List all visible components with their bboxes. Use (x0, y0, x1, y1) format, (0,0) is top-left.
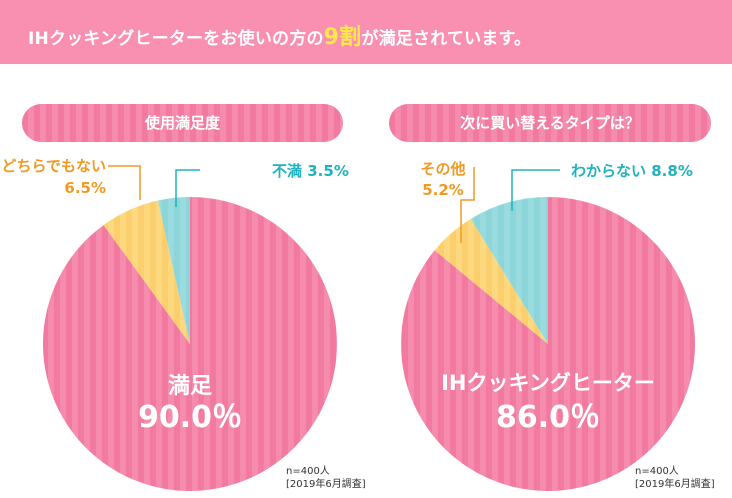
chart2-title-pill: 次に買い替えるタイプは？ (389, 104, 711, 142)
leader-line-other (460, 167, 475, 243)
label-unknown-value: 8.8% (651, 162, 693, 180)
chart1-note-n: n=400人 (286, 466, 330, 477)
chart2-note-n: n=400人 (635, 466, 679, 477)
pie-slice-1-1 (434, 218, 548, 344)
banner-highlight: 9割 (323, 25, 362, 50)
pie-slice-1-2 (470, 197, 548, 344)
header-banner: IHクッキングヒーターをお使いの方の9割が満足されています。 (0, 0, 732, 64)
pie-chart-satisfaction (42, 197, 337, 491)
leader-line-unknown (511, 169, 560, 211)
label-neutral-name: どちらでもない (1, 157, 106, 175)
pie-slice-0-1 (103, 200, 190, 344)
label-other-name: その他 (420, 160, 465, 178)
pie-chart-next-purchase (400, 197, 695, 491)
label-unknown-name: わからない (571, 162, 646, 180)
label-other-value: 5.2% (422, 181, 464, 199)
label-satisfied-value: 90.0％ (138, 400, 242, 435)
label-satisfied-name: 満足 (168, 373, 212, 399)
leader-line-dissatisfied (175, 169, 200, 207)
pie-slice-0-0 (42, 197, 337, 491)
label-dissatisfied-value: 3.5% (307, 162, 349, 180)
label-dissatisfied-name: 不満 (272, 162, 302, 180)
pie-slice-0-2 (157, 197, 190, 344)
chart2-note-date: [2019年6月調査] (635, 479, 715, 490)
label-ih-name: IHクッキングヒーター (441, 371, 655, 395)
leader-line-neutral (108, 165, 141, 200)
chart1-title-pill: 使用満足度 (22, 104, 343, 142)
label-dissatisfied: 不満 3.5% (272, 162, 349, 180)
label-ih-value: 86.0％ (496, 400, 600, 435)
chart2-sample-note: n=400人 [2019年6月調査] (635, 465, 715, 491)
label-unknown: わからない 8.8% (571, 162, 693, 180)
label-neutral-value: 6.5% (64, 179, 106, 197)
banner-text-before: IHクッキングヒーターをお使いの方の (28, 29, 324, 49)
banner-text-after: が満足されています。 (361, 29, 532, 49)
chart1-note-date: [2019年6月調査] (286, 479, 366, 490)
banner-title: IHクッキングヒーターをお使いの方の9割が満足されています。 (28, 19, 531, 51)
chart1-sample-note: n=400人 [2019年6月調査] (286, 465, 366, 491)
pie-slice-1-0 (400, 197, 695, 491)
